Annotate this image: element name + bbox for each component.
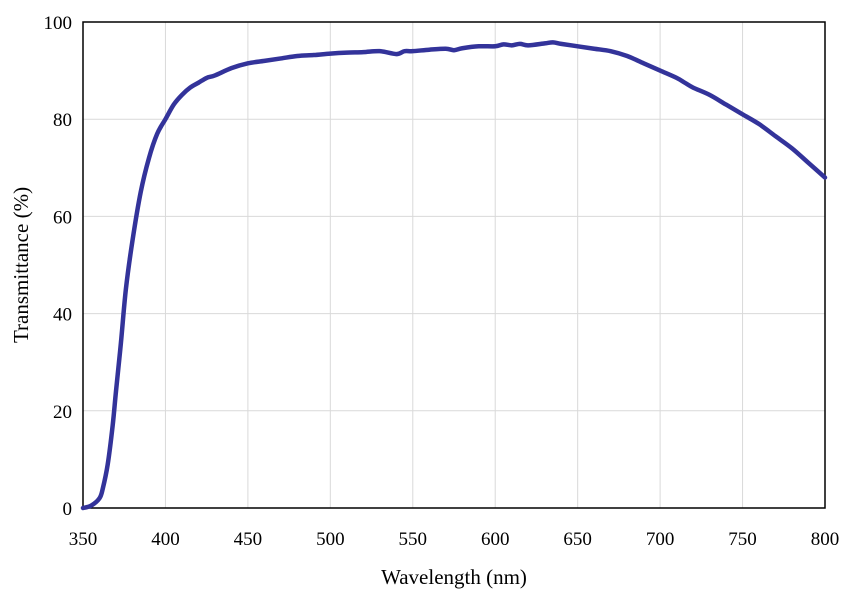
y-tick-labels: 0 20 40 60 80 100 [44, 13, 73, 520]
x-tick-label: 600 [481, 529, 510, 550]
x-tick-label: 350 [69, 529, 98, 550]
y-axis-title: Transmittance (%) [9, 187, 33, 343]
x-tick-label: 800 [811, 529, 840, 550]
x-tick-label: 400 [151, 529, 180, 550]
y-tick-label: 60 [53, 207, 72, 228]
x-tick-labels: 350 400 450 500 550 600 650 700 750 800 [69, 529, 840, 550]
x-gridlines [164, 22, 744, 508]
y-tick-label: 40 [53, 305, 72, 326]
plot-area-frame [82, 21, 826, 509]
transmittance-series-line [80, 40, 828, 511]
x-tick-label: 750 [728, 529, 757, 550]
x-tick-label: 700 [646, 529, 675, 550]
y-gridlines [83, 118, 825, 412]
y-tick-label: 100 [44, 13, 73, 34]
x-tick-label: 500 [316, 529, 345, 550]
x-axis-title: Wavelength (nm) [381, 565, 527, 589]
y-tick-label: 80 [53, 110, 72, 131]
x-tick-label: 450 [234, 529, 263, 550]
y-tick-label: 0 [63, 499, 73, 520]
y-tick-label: 20 [53, 402, 72, 423]
series-layer [80, 40, 828, 511]
x-tick-label: 650 [563, 529, 592, 550]
x-tick-label: 550 [399, 529, 428, 550]
